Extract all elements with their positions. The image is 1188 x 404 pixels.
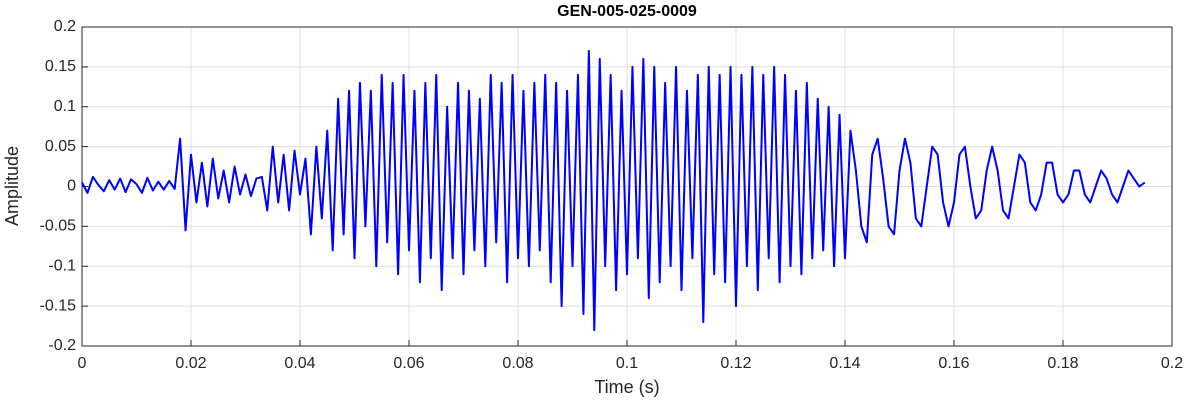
- plot-frame: [81, 26, 1173, 347]
- y-axis-label: Amplitude: [2, 146, 22, 226]
- x-tick-label: 0.16: [938, 355, 969, 372]
- x-tick-label: 0.08: [502, 355, 533, 372]
- x-tick-label: 0: [78, 355, 87, 372]
- x-tick-label: 0.12: [720, 355, 751, 372]
- y-tick-label: 0.05: [45, 138, 76, 155]
- chart-title: GEN-005-025-0009: [557, 3, 697, 20]
- x-tick-label: 0.2: [1161, 355, 1183, 372]
- y-tick-label: -0.1: [48, 257, 76, 274]
- x-tick-label: 0.02: [175, 355, 206, 372]
- x-tick-label: 0.04: [284, 355, 315, 372]
- y-tick-label: 0.1: [54, 98, 76, 115]
- y-tick-label: 0.15: [45, 58, 76, 75]
- x-axis-label: Time (s): [594, 377, 659, 397]
- signal-line: [81, 49, 1146, 332]
- x-tick-label: 0.18: [1047, 355, 1078, 372]
- y-tick-label: -0.15: [40, 297, 77, 314]
- y-tick-label: -0.05: [40, 218, 77, 235]
- x-tick-label: 0.14: [829, 355, 860, 372]
- x-tick-label: 0.06: [393, 355, 424, 372]
- y-tick-label: 0.2: [54, 18, 76, 35]
- x-tick-label: 0.1: [616, 355, 638, 372]
- y-tick-label: -0.2: [48, 337, 76, 354]
- y-tick-label: 0: [67, 178, 76, 195]
